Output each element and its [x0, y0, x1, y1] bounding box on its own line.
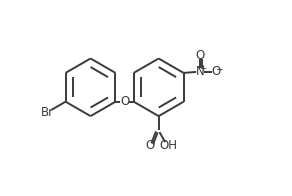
Text: O: O	[211, 65, 221, 78]
Text: O: O	[196, 49, 205, 62]
Text: Br: Br	[41, 106, 54, 119]
Text: +: +	[199, 64, 207, 73]
Text: N: N	[196, 65, 204, 78]
Text: O: O	[120, 95, 129, 108]
Text: −: −	[215, 64, 223, 73]
Text: O: O	[146, 139, 155, 152]
Text: OH: OH	[159, 139, 178, 152]
